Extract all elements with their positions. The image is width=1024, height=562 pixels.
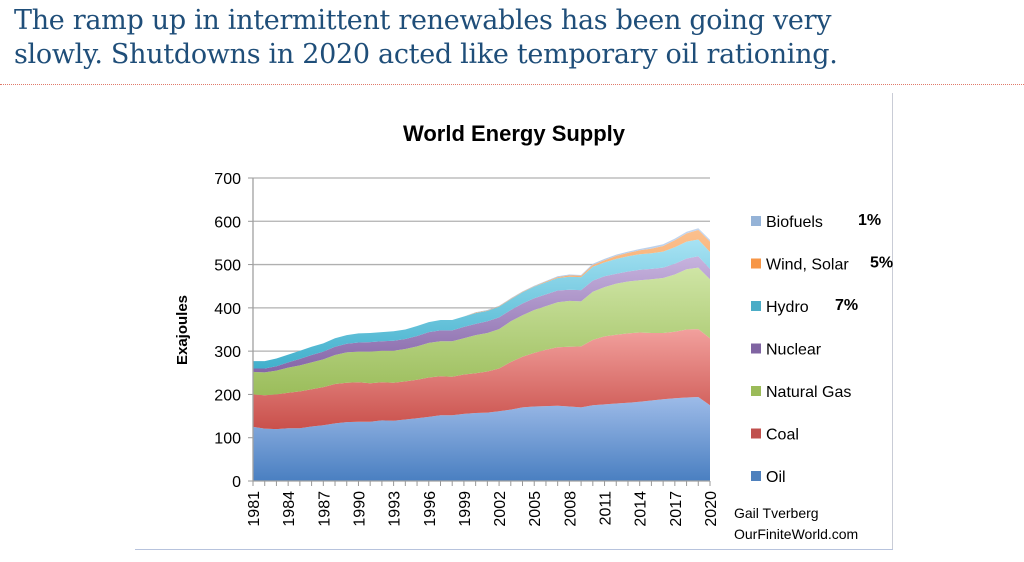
- legend-item-oil: Oil: [751, 469, 786, 486]
- legend-share-annotation: 5%: [870, 255, 893, 272]
- x-tick-label: 1981: [246, 491, 263, 527]
- legend-swatch: [751, 343, 761, 354]
- x-tick-label: 1993: [387, 491, 404, 527]
- slide-headline: The ramp up in intermittent renewables h…: [14, 4, 1014, 72]
- y-tick-label: 200: [214, 387, 241, 404]
- legend-swatch: [751, 386, 761, 396]
- y-tick-label: 500: [214, 258, 241, 275]
- headline-line-1: The ramp up in intermittent renewables h…: [14, 5, 832, 36]
- credit-website: OurFiniteWorld.com: [734, 526, 858, 542]
- x-tick-label: 2014: [633, 491, 650, 527]
- legend-label: Coal: [766, 427, 799, 444]
- area-natural-gas: [253, 267, 710, 396]
- legend-item-wind-solar: Wind, Solar 5%: [751, 255, 893, 274]
- legend-swatch: [751, 301, 761, 311]
- legend-label: Nuclear: [766, 342, 822, 359]
- chart-frame-bottom-edge: [135, 549, 893, 550]
- legend-item-biofuels: Biofuels 1%: [751, 212, 881, 231]
- legend-share-annotation: 1%: [858, 212, 881, 229]
- legend-swatch: [751, 428, 761, 439]
- legend-share-annotation: 7%: [835, 297, 858, 314]
- y-tick-label: 600: [214, 214, 241, 231]
- area-hydro: [253, 239, 710, 369]
- legend-swatch: [751, 258, 761, 269]
- x-tick-label: 1990: [351, 491, 368, 527]
- x-tick-label: 1996: [422, 491, 439, 527]
- x-tick-label: 2011: [598, 491, 615, 526]
- x-tick-label: 2008: [562, 491, 579, 527]
- legend-item-hydro: Hydro 7%: [751, 297, 858, 316]
- chart-title: World Energy Supply: [403, 121, 626, 146]
- legend-label: Oil: [766, 469, 786, 486]
- legend-item-natural-gas: Natural Gas: [751, 384, 851, 401]
- x-tick-label: 2020: [703, 491, 720, 527]
- y-tick-label: 300: [214, 344, 241, 361]
- y-axis-label: Exajoules: [174, 295, 191, 365]
- x-tick-label: 2017: [668, 491, 685, 527]
- x-tick-label: 1987: [316, 491, 333, 527]
- chart-frame-right-edge: [892, 93, 893, 550]
- legend-item-nuclear: Nuclear: [751, 342, 822, 359]
- y-tick-label: 0: [232, 474, 241, 491]
- x-tick-label: 1999: [457, 491, 474, 527]
- legend-label: Natural Gas: [766, 384, 851, 401]
- legend-swatch: [751, 216, 761, 226]
- legend-label: Wind, Solar: [766, 257, 849, 274]
- y-tick-label: 400: [214, 301, 241, 318]
- credit-author: Gail Tverberg: [734, 505, 819, 521]
- headline-line-2: slowly. Shutdowns in 2020 acted like tem…: [14, 39, 838, 70]
- legend-swatch: [751, 471, 761, 481]
- legend-label: Hydro: [766, 299, 809, 316]
- x-tick-label: 2002: [492, 491, 509, 527]
- y-tick-label: 700: [214, 171, 241, 188]
- x-tick-label: 2005: [527, 491, 544, 527]
- area-oil: [253, 397, 710, 481]
- area-coal: [253, 329, 710, 430]
- legend-item-coal: Coal: [751, 427, 799, 444]
- legend-label: Biofuels: [766, 214, 823, 231]
- y-tick-label: 100: [214, 431, 241, 448]
- title-divider: [0, 84, 1024, 85]
- x-tick-label: 1984: [281, 491, 298, 527]
- area-nuclear: [253, 256, 710, 373]
